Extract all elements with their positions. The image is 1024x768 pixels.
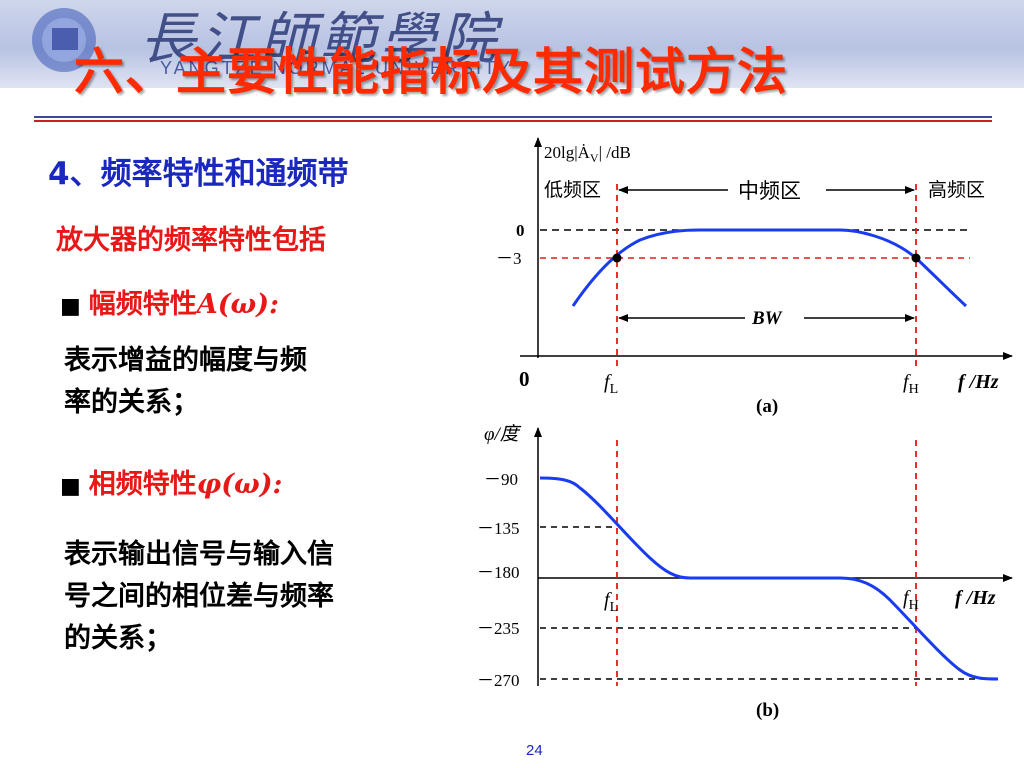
frequency-response-figure: 20lg|ȦV| /dB 0 －3 0 低频区 中频区 高频区 BW fL fH… <box>477 137 1013 721</box>
figure-a-origin-label: 0 <box>519 367 530 391</box>
figure-b-fl-label: fL <box>604 589 618 615</box>
description-line: 率的关系； <box>64 387 199 418</box>
figure-b-caption: (b) <box>756 700 779 721</box>
intro-text: 放大器的频率特性包括 <box>56 225 326 256</box>
title-rule-blue <box>34 116 992 118</box>
header-band <box>0 0 1024 88</box>
figure-a-fl-label: fL <box>604 371 618 397</box>
amplitude-description: 表示增益的幅度与频 率的关系； <box>64 340 444 424</box>
bullet-label: 相频特性 <box>88 469 197 500</box>
figure-b-y-axis-label: φ/度 <box>484 423 522 445</box>
figure-b-tick-minus135: －135 <box>477 519 520 538</box>
figure-a-bandwidth-label: BW <box>751 308 783 329</box>
slide-title: 六、主要性能指标及其测试方法 <box>74 43 788 101</box>
description-line: 的关系； <box>64 623 172 654</box>
bullet-square-icon: ■ <box>60 294 81 319</box>
bullet-math: φ(ω): <box>196 469 283 500</box>
figure-a-amplitude-curve <box>571 228 968 308</box>
university-logo-icon <box>32 8 96 72</box>
figure-a-y-axis-label: 20lg|ȦV| /dB <box>544 143 631 165</box>
figure-a-region-mid: 中频区 <box>738 179 801 203</box>
figure-a-x-axis-label: f /Hz <box>958 371 999 393</box>
description-line: 表示输出信号与输入信 <box>64 539 334 570</box>
figure-b-tick-minus180: －180 <box>477 563 520 582</box>
figure-a-tick-minus3: －3 <box>496 249 522 268</box>
figure-b-tick-minus270: －270 <box>477 671 520 690</box>
bullet-phase: ■ 相频特性φ(ω): <box>60 462 282 501</box>
figure-a-fl-point <box>612 253 622 263</box>
bullet-math: A(ω): <box>196 289 279 320</box>
page-number: 24 <box>526 742 543 759</box>
bullet-label: 幅频特性 <box>88 289 197 320</box>
title-rule-red <box>34 120 992 122</box>
figure-a-fh-point <box>911 253 921 263</box>
school-name-english: YANGTZE NORMAL UNIVERSITY <box>160 58 514 78</box>
section-heading: 4、频率特性和通频带 <box>48 156 349 192</box>
school-name-calligraphy: 長江師範學院 <box>140 7 500 72</box>
bullet-amplitude: ■ 幅频特性A(ω): <box>60 282 279 321</box>
figure-b-fh-label: fH <box>903 587 919 613</box>
phase-description: 表示输出信号与输入信 号之间的相位差与频率 的关系； <box>64 534 469 660</box>
description-line: 号之间的相位差与频率 <box>64 581 334 612</box>
figure-a-fh-label: fH <box>903 371 919 397</box>
bullet-square-icon: ■ <box>60 474 81 499</box>
figure-b-tick-minus235: －235 <box>477 619 520 638</box>
figure-a-region-high: 高频区 <box>928 179 985 201</box>
figure-b-x-axis-label: f /Hz <box>955 587 996 609</box>
figure-a-region-low: 低频区 <box>544 179 601 201</box>
figure-b-tick-minus90: －90 <box>484 470 518 489</box>
figure-b-phase-curve <box>539 476 999 681</box>
figure-a-tick-0: 0 <box>516 221 525 240</box>
figure-a-caption: (a) <box>756 396 778 417</box>
description-line: 表示增益的幅度与频 <box>64 345 307 376</box>
